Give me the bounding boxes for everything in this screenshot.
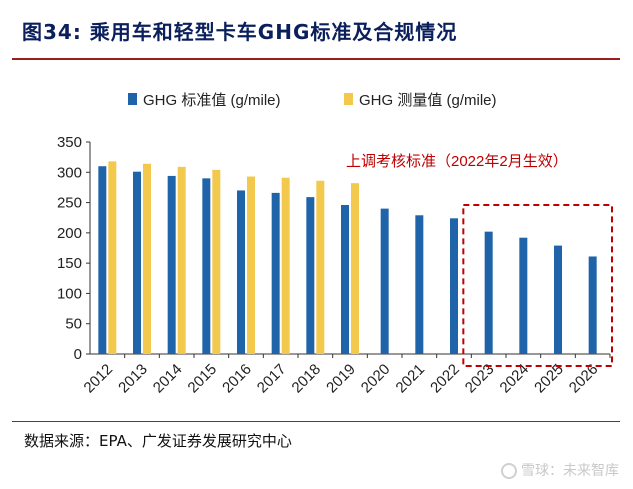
annotation-text: 上调考核标准（2022年2月生效） [346, 153, 568, 170]
y-tick-label: 200 [57, 225, 82, 242]
x-tick-label: 2020 [358, 361, 394, 397]
bar-standard-2016 [237, 190, 245, 354]
x-tick-label: 2017 [254, 361, 290, 397]
x-tick-labels: 2012 2013 2014 2015 2016 2017 2018 2019 2020 2021… [81, 361, 602, 397]
bar-measured-2012 [108, 161, 117, 354]
x-tick-label: 2012 [81, 361, 117, 397]
x-tick-label: 2014 [150, 361, 186, 397]
x-tick-label: 2019 [323, 361, 359, 397]
bar-measured-2018 [316, 180, 325, 354]
x-tick-label: 2013 [115, 361, 151, 397]
legend: GHG 标准值 (g/mile) GHG 测量值 (g/mile) [128, 92, 497, 109]
bar-standard-2017 [271, 192, 280, 354]
ghg-bar-chart: GHG 标准值 (g/mile) GHG 测量值 (g/mile) 2012 20… [57, 92, 614, 397]
bar-standard-2021 [415, 215, 424, 354]
x-tick-label: 2021 [393, 361, 429, 397]
highlight-box [462, 204, 614, 367]
bar-measured-2014 [177, 166, 186, 354]
snowball-logo-icon [501, 463, 517, 479]
y-tick-label: 150 [57, 255, 82, 272]
bar-standard-2024 [519, 237, 528, 354]
bar-standard-2020 [380, 208, 389, 354]
figure-title: 图34: 乘用车和轻型卡车GHG标准及合规情况 [22, 20, 458, 44]
x-tick-label: 2018 [289, 361, 325, 397]
bar-standard-2012 [98, 166, 107, 354]
bars [98, 161, 597, 354]
bar-standard-2019 [341, 204, 349, 354]
bar-measured-2019 [351, 183, 359, 354]
legend-label-measured: GHG 测量值 (g/mile) [359, 92, 497, 109]
legend-swatch-measured [344, 93, 353, 105]
bar-standard-2013 [133, 171, 141, 354]
bar-standard-2015 [202, 178, 211, 354]
source-note: 数据来源：EPA、广发证券发展研究中心 [24, 432, 292, 450]
bar-standard-2014 [167, 175, 176, 354]
y-tick-labels: 0 50 100 150 200 250 300 350 [57, 134, 82, 363]
legend-label-standard: GHG 标准值 (g/mile) [143, 92, 281, 109]
x-tick-label: 2016 [219, 361, 255, 397]
y-tick-label: 250 [57, 195, 82, 212]
bar-measured-2015 [212, 169, 221, 354]
y-tick-label: 0 [74, 346, 82, 363]
y-tick-label: 300 [57, 164, 82, 181]
y-tick-label: 350 [57, 134, 82, 151]
x-tick-label: 2015 [185, 361, 221, 397]
bar-standard-2022 [450, 218, 458, 354]
bar-measured-2017 [281, 177, 290, 354]
x-tick-label: 2022 [427, 361, 463, 397]
bar-standard-2023 [484, 231, 493, 354]
bar-standard-2018 [306, 197, 315, 354]
bar-standard-2026 [588, 256, 597, 354]
bar-measured-2013 [143, 163, 151, 354]
y-tick-label: 50 [65, 316, 82, 333]
footer-divider [12, 421, 620, 422]
legend-swatch-standard [128, 93, 137, 105]
y-tick-label: 100 [57, 285, 82, 302]
bar-standard-2025 [554, 245, 562, 354]
watermark: 雪球：未来智库 [501, 460, 619, 480]
bar-measured-2016 [247, 176, 255, 354]
watermark-text: 雪球：未来智库 [521, 463, 619, 479]
title-divider [12, 58, 620, 60]
